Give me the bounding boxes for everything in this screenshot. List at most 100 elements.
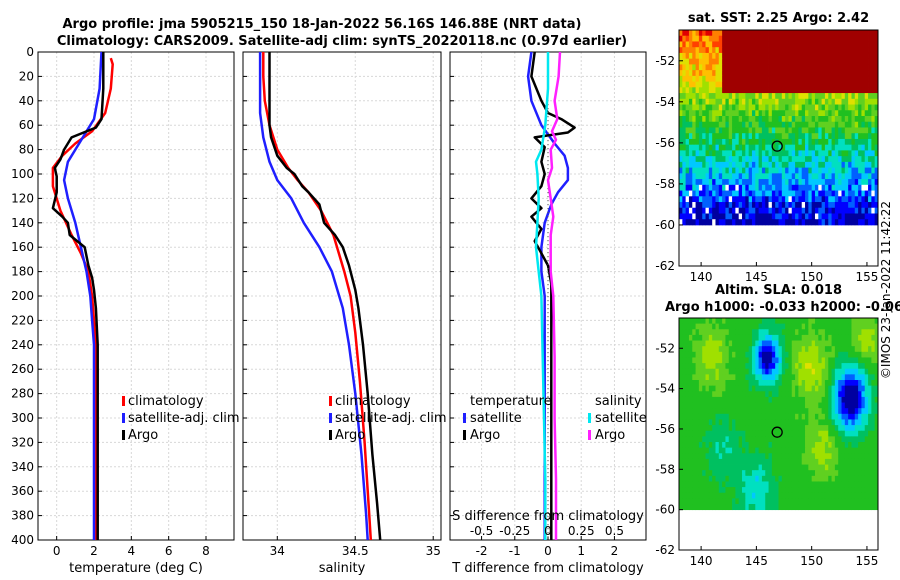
heat-cell <box>695 329 700 336</box>
heat-cell <box>758 127 763 134</box>
heat-cell <box>848 156 852 163</box>
heat-cell <box>761 363 766 370</box>
heat-cell <box>791 219 796 226</box>
heat-cell <box>818 425 823 432</box>
heat-cell <box>805 425 809 432</box>
heat-cell <box>722 207 726 214</box>
heat-cell <box>844 173 849 180</box>
heat-cell <box>861 138 866 146</box>
heat-cell <box>808 374 813 381</box>
heat-cell <box>682 133 687 140</box>
heat-cell <box>745 35 750 42</box>
heat-cell <box>688 58 693 65</box>
heat-cell <box>788 30 793 37</box>
heat-cell <box>868 447 872 454</box>
heat-cell <box>715 207 720 214</box>
heat-cell <box>801 318 806 325</box>
heat-cell <box>844 329 849 336</box>
heat-cell <box>795 219 799 226</box>
heat-cell <box>715 368 720 375</box>
heat-cell <box>871 93 876 100</box>
heat-cell <box>771 116 776 123</box>
heat-cell <box>715 498 720 505</box>
heat-cell <box>688 150 693 157</box>
heat-cell <box>818 58 823 65</box>
heat-cell <box>841 52 846 60</box>
heat-cell <box>844 447 849 454</box>
heat-cell <box>722 156 726 163</box>
heat-cell <box>821 498 826 505</box>
salinity-profile-panel: 34 34.5 35salinityclimatologysatellite-adj… <box>242 51 447 576</box>
heat-cell <box>708 202 713 209</box>
heat-cell <box>828 430 832 437</box>
heat-cell <box>844 442 849 449</box>
heat-cell <box>834 475 839 482</box>
heat-cell <box>798 70 803 77</box>
heat-cell <box>778 184 783 191</box>
heat-cell <box>844 93 849 100</box>
heat-cell <box>761 121 766 128</box>
heat-cell <box>795 402 799 409</box>
heat-cell <box>788 156 793 163</box>
heat-cell <box>788 47 793 54</box>
heat-cell <box>785 329 789 336</box>
heat-cell <box>755 202 759 209</box>
heat-cell <box>821 156 826 163</box>
x-tick-label: 8 <box>202 544 210 558</box>
heat-cell <box>679 464 683 471</box>
heat-cell <box>814 70 819 77</box>
heat-cell <box>715 161 720 169</box>
heat-cell <box>748 64 753 71</box>
heat-cell <box>811 58 816 65</box>
heat-cell <box>788 475 793 482</box>
x-tick-label: 34 <box>270 544 285 558</box>
heat-cell <box>748 419 753 426</box>
heat-cell <box>738 504 743 511</box>
heat-cell <box>851 81 856 88</box>
heat-cell <box>791 47 796 54</box>
heat-cell <box>745 475 750 482</box>
heat-cell <box>874 402 879 409</box>
heat-cell <box>828 436 832 443</box>
heat-cell <box>801 340 806 347</box>
heat-cell <box>874 470 879 477</box>
heat-cell <box>874 75 879 82</box>
heat-cell <box>821 161 826 169</box>
heat-cell <box>745 380 750 387</box>
heat-cell <box>715 408 720 415</box>
heat-cell <box>692 179 696 186</box>
heat-cell <box>824 498 829 505</box>
heat-cell <box>821 150 826 157</box>
heat-cell <box>868 346 872 353</box>
heat-cell <box>844 41 849 48</box>
heat-cell <box>854 436 859 443</box>
heat-cell <box>841 436 846 443</box>
heat-cell <box>768 156 773 163</box>
heat-cell <box>811 196 816 203</box>
heat-cell <box>805 363 809 370</box>
heat-cell <box>715 492 720 499</box>
heat-cell <box>758 58 763 65</box>
heat-cell <box>768 396 773 403</box>
heat-cell <box>874 329 879 336</box>
heat-cell <box>705 190 710 197</box>
heat-cell <box>775 408 779 415</box>
heat-cell <box>738 425 743 432</box>
heat-cell <box>732 470 736 477</box>
heat-cell <box>795 425 799 432</box>
heat-cell <box>795 413 799 420</box>
heat-cell <box>871 385 876 392</box>
heat-cell <box>705 47 710 54</box>
heat-cell <box>851 374 856 381</box>
heat-cell <box>682 207 687 214</box>
heat-cell <box>768 425 773 432</box>
heat-cell <box>868 334 872 341</box>
heat-cell <box>824 110 829 117</box>
heat-cell <box>871 487 876 494</box>
heat-cell <box>785 487 789 494</box>
heat-cell <box>841 318 846 325</box>
heat-cell <box>705 391 710 398</box>
heat-cell <box>708 458 713 465</box>
heat-cell <box>795 202 799 209</box>
